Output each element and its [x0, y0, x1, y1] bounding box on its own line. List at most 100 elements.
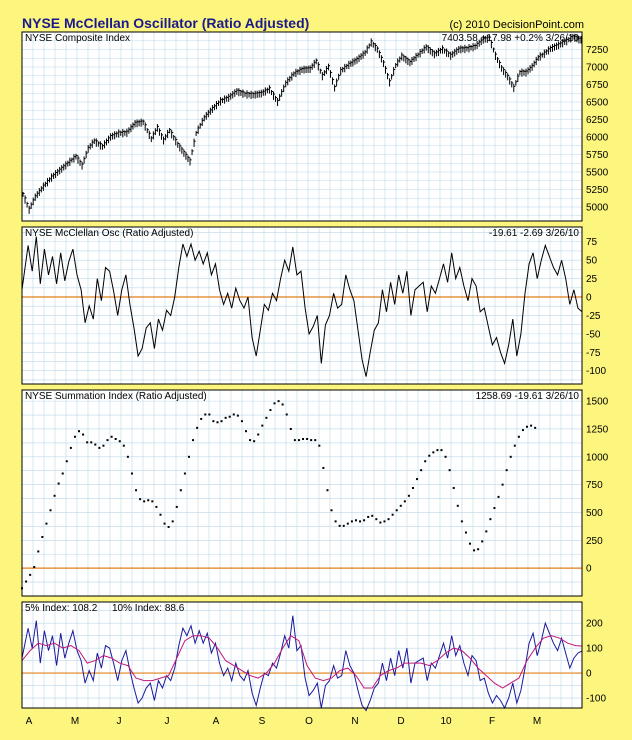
month-tick-label: F — [489, 716, 495, 727]
price-bar — [199, 122, 202, 129]
price-bar — [466, 46, 469, 52]
summation-point — [314, 439, 317, 442]
price-bar — [248, 91, 251, 98]
price-bar — [67, 160, 70, 167]
price-bar — [175, 137, 178, 146]
price-bar — [189, 157, 192, 166]
summation-point — [477, 548, 480, 551]
price-bar — [545, 49, 548, 55]
summation-point — [342, 524, 345, 527]
summation-point — [460, 520, 463, 523]
price-bar — [401, 52, 404, 61]
oscillator-plot-area — [22, 227, 582, 384]
y-tick-label: 75 — [586, 237, 598, 248]
composite-label: NYSE Composite Index — [25, 33, 130, 44]
price-bar — [146, 128, 149, 134]
month-tick-label: N — [351, 716, 358, 727]
price-bar — [366, 45, 369, 54]
summation-point — [41, 535, 44, 538]
price-bar — [295, 68, 298, 78]
price-bar — [460, 45, 463, 54]
y-tick-label: 500 — [586, 508, 603, 519]
summation-point — [126, 455, 129, 458]
price-bar — [122, 128, 125, 138]
summation-point — [61, 472, 64, 475]
price-bar — [360, 53, 363, 60]
summation-panel: 1500 1250 1000 750 500 250 0 NYSE Summation Ind… — [21, 389, 609, 597]
summation-point — [481, 540, 484, 543]
summation-point — [224, 416, 227, 419]
y-tick-label: -100 — [586, 366, 606, 377]
summation-point — [281, 403, 284, 406]
price-bar — [421, 48, 424, 55]
price-bar — [46, 177, 50, 187]
summation-point — [289, 427, 292, 430]
price-bar — [91, 139, 94, 148]
price-bar — [425, 44, 428, 51]
price-bar — [34, 193, 37, 201]
y-tick-label: 0 — [586, 669, 592, 680]
price-bar — [330, 70, 333, 78]
price-bar — [299, 66, 302, 75]
price-bar — [112, 132, 115, 140]
y-tick-label: 750 — [586, 480, 603, 491]
summation-point — [45, 522, 48, 525]
summation-point — [179, 489, 182, 492]
summation-point — [497, 495, 500, 498]
summation-point — [293, 439, 296, 442]
price-bar — [531, 63, 534, 71]
price-bar — [83, 156, 86, 164]
summation-point — [391, 513, 394, 516]
price-bar — [358, 54, 361, 63]
month-tick-label: A — [213, 716, 220, 727]
price-bar — [576, 35, 579, 43]
price-bar — [372, 41, 375, 48]
price-bar — [301, 66, 304, 73]
price-bar — [134, 120, 137, 128]
breadth-border — [21, 601, 583, 709]
price-bar — [148, 130, 151, 140]
index5-line — [21, 635, 583, 689]
summation-point — [130, 472, 133, 475]
price-bar — [564, 39, 567, 45]
price-bar — [191, 149, 194, 156]
price-bar — [562, 39, 565, 48]
price-bar — [205, 111, 208, 120]
price-bar — [378, 50, 381, 59]
month-tick-label: O — [305, 716, 313, 727]
price-bar — [317, 62, 320, 71]
summation-point — [456, 504, 459, 507]
price-bar — [405, 55, 408, 64]
price-bar — [44, 181, 48, 188]
price-bar — [130, 124, 133, 133]
price-bar — [537, 54, 540, 61]
summation-point — [350, 520, 353, 523]
price-bar — [384, 65, 388, 74]
summation-point — [139, 498, 142, 501]
price-bar — [30, 202, 33, 209]
summation-point — [489, 518, 492, 521]
price-bar — [403, 54, 406, 62]
price-bar — [452, 50, 455, 58]
price-bar — [340, 67, 343, 76]
summation-point — [464, 531, 467, 534]
price-bar — [342, 66, 345, 73]
price-bar — [275, 95, 278, 102]
price-bar — [344, 63, 347, 73]
summation-label: NYSE Summation Index (Ratio Adjusted) — [25, 391, 207, 402]
price-bar — [40, 186, 43, 193]
y-tick-label: 200 — [586, 619, 603, 630]
copyright-label: (c) 2010 DecisionPoint.com — [449, 19, 584, 31]
price-bar — [327, 63, 331, 71]
price-bar — [99, 141, 102, 150]
summation-point — [163, 522, 166, 525]
summation-point — [249, 439, 252, 442]
price-bar — [397, 58, 400, 67]
summation-point — [285, 413, 288, 416]
summation-point — [379, 521, 382, 524]
y-tick-label: -75 — [586, 348, 601, 359]
summation-point — [98, 446, 101, 449]
summation-point — [383, 520, 386, 523]
